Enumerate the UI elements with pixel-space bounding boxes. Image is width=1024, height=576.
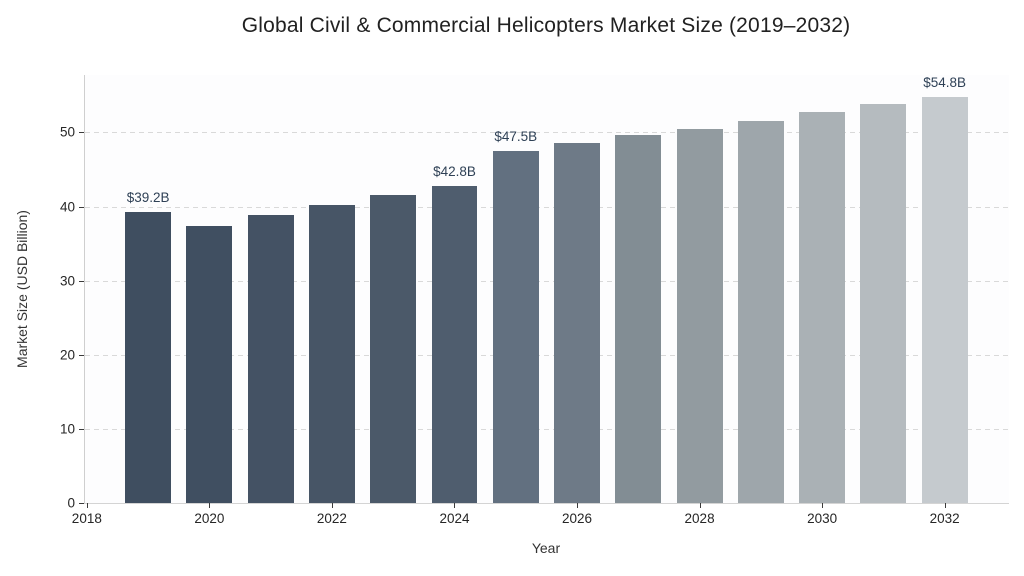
bar-2022 [308,205,355,503]
bar-value-label-2025: $47.5B [494,128,538,144]
x-tick [577,503,579,508]
y-tick [79,354,84,356]
bar-2023 [370,194,417,503]
x-tick-label: 2026 [561,511,593,526]
bar-2029 [737,120,784,503]
x-tick [944,503,946,508]
x-tick [454,503,456,508]
y-tick-label: 10 [59,421,75,437]
x-tick [822,503,824,508]
bar-2026 [554,142,600,503]
gridline-y-30 [85,280,1009,282]
x-tick-label: 2024 [439,511,470,526]
bar-2020 [186,225,233,503]
y-tick-label: 30 [59,273,75,289]
y-axis-title: Market Size (USD Billion) [14,210,30,368]
y-tick-label: 40 [59,199,75,215]
bar-2030 [799,112,846,503]
y-tick [79,132,84,134]
bar-2027 [615,135,662,503]
y-tick [79,206,84,208]
gridline-y-10 [85,428,1009,430]
plot-area: 0 10 20 30 40 50 2018 2020 2022 2024 2026 2028 2030 2… [60,74,1009,526]
bar-2021 [247,215,294,503]
x-axis-title: Year [531,540,561,556]
bar-value-label-2024: $42.8B [433,163,476,179]
x-tick-label: 2032 [929,511,960,526]
x-tick-label: 2018 [71,511,102,526]
gridline-y-40 [85,206,1009,208]
bar-2032 [921,96,968,503]
bar-2024 [431,185,478,503]
x-tick [699,503,701,508]
y-tick [79,280,84,282]
x-tick-label: 2022 [316,511,347,526]
x-tick [331,503,333,508]
x-tick-label: 2028 [684,511,715,526]
y-tick [79,428,84,430]
gridline-y-50 [85,132,1009,134]
bar-value-label-2019: $39.2B [126,190,170,206]
gridline-y-20 [85,354,1009,356]
x-tick [209,503,211,508]
y-tick [79,503,84,504]
x-tick-label: 2030 [807,511,838,526]
y-tick-label: 0 [67,495,75,511]
x-tick [86,503,88,508]
bar-2031 [860,103,907,503]
bar-2025 [492,150,539,503]
y-tick-label: 50 [59,124,75,140]
x-tick-label: 2020 [194,511,225,526]
bar-2019 [125,212,172,503]
y-tick-label: 20 [59,347,75,363]
chart-title: Global Civil & Commercial Helicopters Ma… [241,14,851,37]
bar-value-label-2032: $54.8B [923,74,967,90]
bar-2028 [676,128,723,503]
